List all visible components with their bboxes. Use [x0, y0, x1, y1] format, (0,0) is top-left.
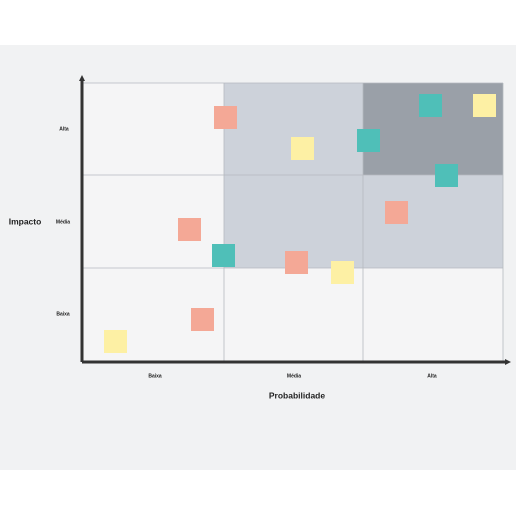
cell-medium: [224, 83, 363, 268]
row-label: Média: [56, 219, 70, 225]
axes: [80, 79, 507, 364]
column-label: Média: [287, 373, 301, 379]
column-label: Alta: [427, 373, 437, 379]
y-axis-title: Impacto: [9, 216, 42, 226]
arrow: [79, 75, 85, 81]
column-label: Baixa: [148, 373, 162, 379]
cell-medium: [363, 175, 503, 268]
arrow: [505, 359, 511, 365]
row-label: Baixa: [56, 311, 70, 317]
x-axis-title: Probabilidade: [269, 390, 325, 400]
row-label: Alta: [59, 126, 69, 132]
sticky-notes: [104, 94, 496, 353]
